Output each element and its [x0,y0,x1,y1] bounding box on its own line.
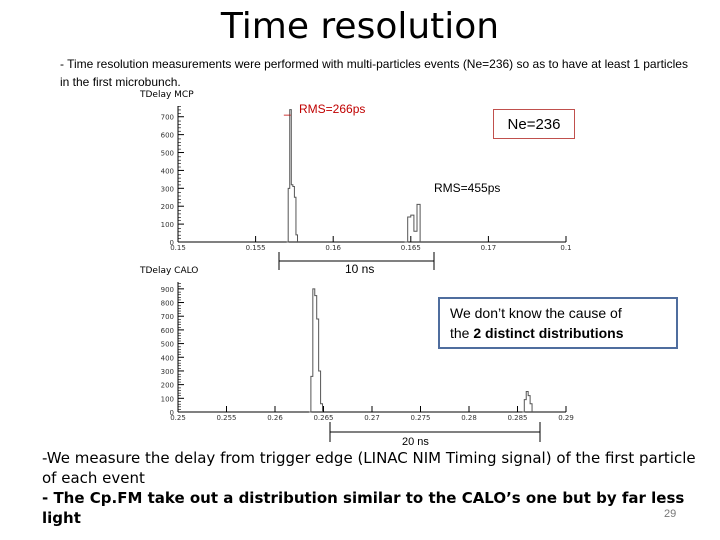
page-number: 29 [664,508,677,520]
calo-y-tick-label: 800 [161,300,174,308]
calo-y-tick-label: 900 [161,286,174,294]
calo-series [308,288,533,413]
mcp-x-tick-label: 0.16 [325,244,341,252]
calo-x-tick-label: 0.26 [267,414,283,422]
calo-series-2-line [522,390,533,413]
calo-plot: TDelay CALO 900 800 700 600 500 400 300 200 100 0… [139,266,574,422]
rms-label-second: RMS=455ps [434,181,501,195]
mcp-x-tick-label: 0.15 [170,244,186,252]
note-line1: We don’t know the cause of [450,305,622,321]
mcp-series [286,109,421,243]
calo-y-tick-label: 500 [161,341,174,349]
calo-y-tick-label: 700 [161,313,174,321]
calo-x-tick-label: 0.29 [558,414,574,422]
mcp-y-tick-label: 700 [161,114,174,122]
calo-x-tick-label: 0.265 [313,414,333,422]
mcp-plot: TDelay MCP 700 600 500 400 300 200 100 00.15 0.1… [139,90,572,252]
calo-x-tick-label: 0.25 [170,414,186,422]
mcp-series-2-line [404,203,421,243]
bottom-line1: -We measure the delay from trigger edge … [42,449,696,487]
mcp-axes: 700 600 500 400 300 200 100 00.15 0.155 0.16 0.165… [161,106,572,252]
rms-marker: _ [284,102,291,116]
calo-y-tick-label: 200 [161,382,174,390]
mcp-y-tick-label: 300 [161,185,174,193]
intro-text: - Time resolution measurements were perf… [60,57,688,89]
mcp-x-tick-label: 0.1 [560,244,571,252]
mcp-x-tick-label: 0.165 [401,244,421,252]
note-bold: 2 distinct distributions [473,325,624,341]
bottom-text: -We measure the delay from trigger edge … [42,448,707,528]
calo-y-tick-label: 600 [161,327,174,335]
rms-label-mcp: RMS=266ps [299,102,366,116]
mcp-y-tick-label: 200 [161,203,174,211]
calo-series-1-line [308,288,324,413]
mcp-y-tick-label: 400 [161,167,174,175]
span-label-20ns: 20 ns [402,436,429,448]
calo-x-tick-label: 0.255 [216,414,236,422]
calo-plot-title: TDelay CALO [139,266,198,276]
calo-y-tick-label: 300 [161,368,174,376]
mcp-y-tick-label: 500 [161,150,174,158]
calo-y-tick-label: 100 [161,395,174,403]
span-arrow-10ns [278,252,435,270]
calo-y-tick-label: 0 [170,409,174,417]
mcp-y-tick-label: 100 [161,221,174,229]
span-label-10ns: 10 ns [345,262,375,276]
slide-title: Time resolution [220,6,500,47]
note-box: We don’t know the cause of the 2 distinc… [438,297,678,349]
calo-x-tick-label: 0.275 [410,414,430,422]
mcp-x-tick-label: 0.17 [481,244,497,252]
ne-label-box: Ne=236 [493,109,575,139]
mcp-series-1-line [286,109,299,243]
calo-x-tick-label: 0.28 [461,414,477,422]
span-arrow-20ns [329,422,541,442]
bottom-line2: - The Cp.FM take out a distribution simi… [42,489,685,527]
calo-axes: 900 800 700 600 500 400 300 200 100 00.25 0.255 0.2… [161,282,574,422]
calo-y-tick-label: 400 [161,354,174,362]
mcp-plot-title: TDelay MCP [139,90,194,100]
mcp-y-tick-label: 600 [161,132,174,140]
calo-x-tick-label: 0.285 [507,414,527,422]
mcp-x-tick-label: 0.155 [246,244,266,252]
calo-x-tick-label: 0.27 [364,414,380,422]
note-line2: the 2 distinct distributions [450,325,624,341]
mcp-y-tick-label: 0 [170,239,174,247]
